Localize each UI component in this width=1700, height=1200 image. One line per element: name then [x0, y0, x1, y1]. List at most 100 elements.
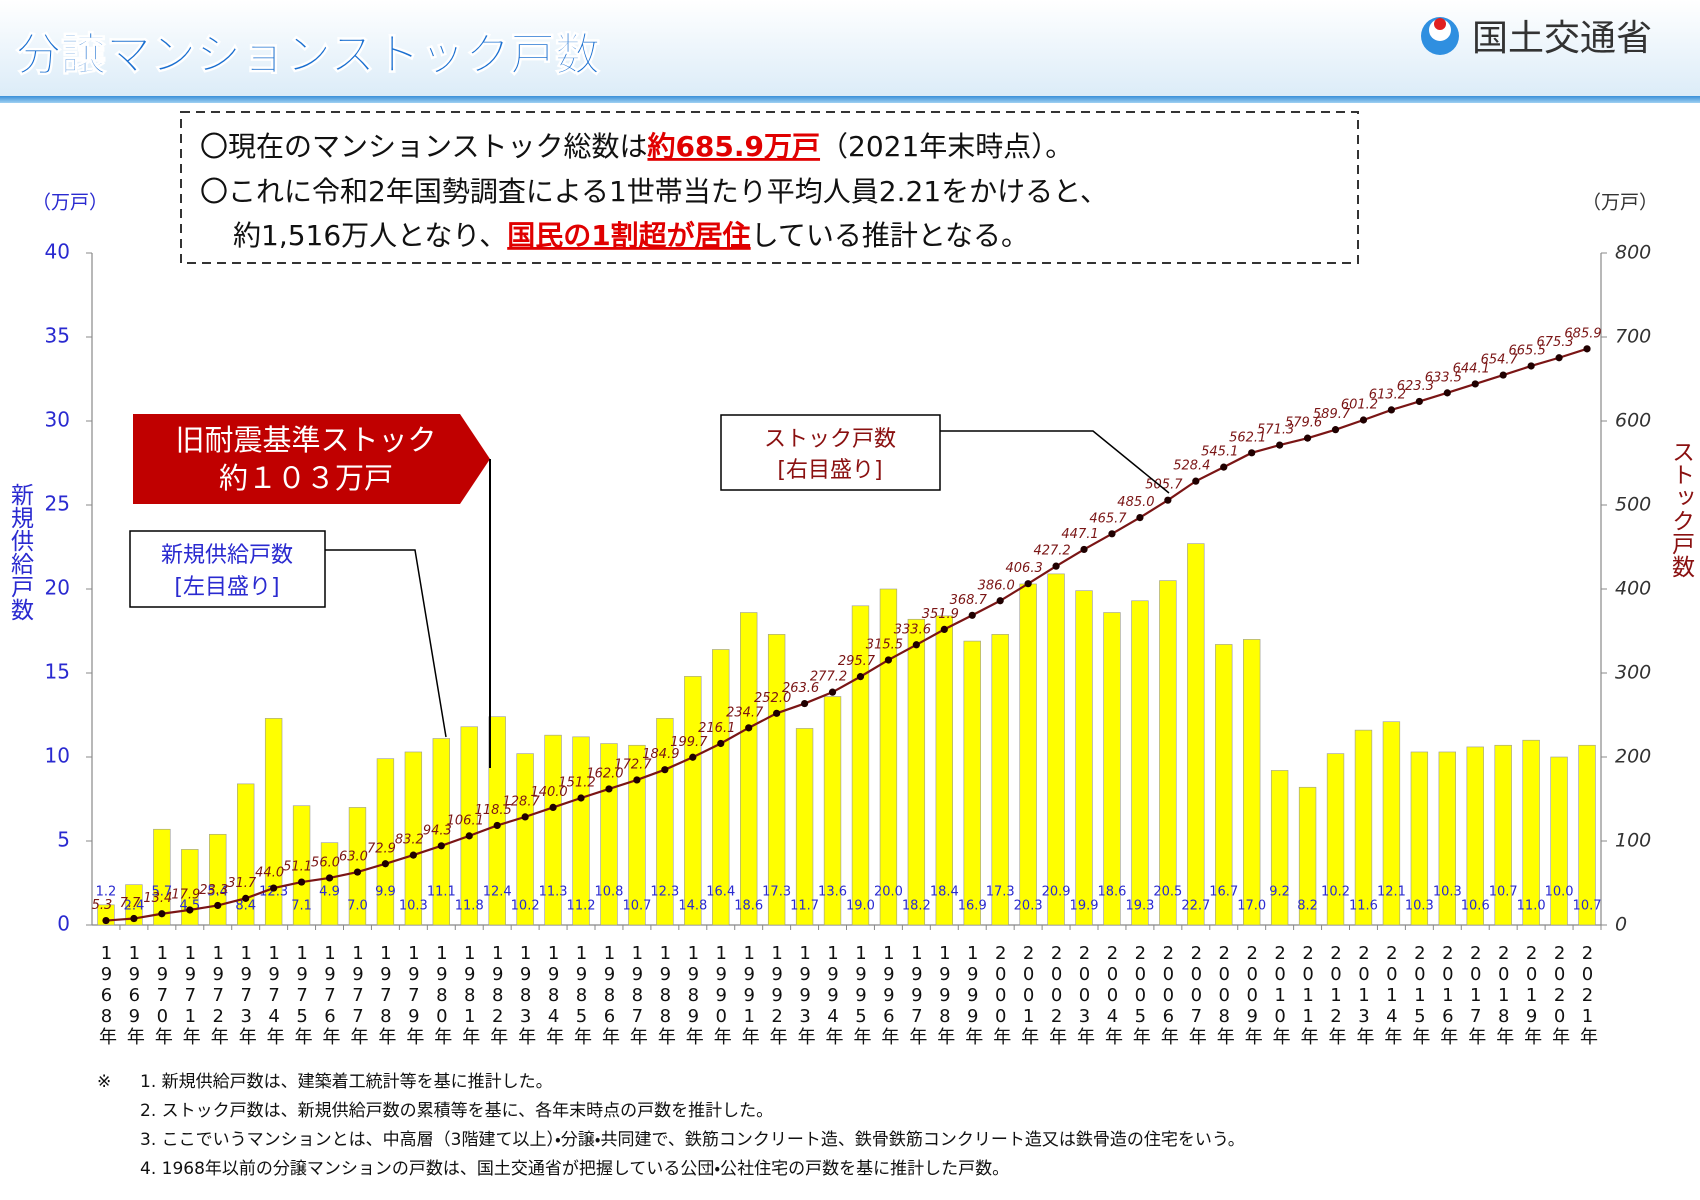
line-value-label: 601.2 — [1341, 397, 1378, 412]
line-value-label: 589.7 — [1313, 407, 1351, 422]
y2-tick-label: 700 — [1615, 326, 1651, 348]
x-tick-label: 1995年 — [850, 943, 871, 1045]
bar — [1522, 739, 1540, 926]
line-value-label: 571.3 — [1257, 423, 1294, 438]
bar-value-label: 11.7 — [790, 899, 819, 914]
note: 1. 新規供給戸数は、建築着工統計等を基に推計した。 — [140, 1072, 553, 1092]
line-value-label: 315.5 — [866, 637, 903, 652]
stock-point — [549, 803, 557, 812]
summary-text: 約1,516万人となり、 — [233, 219, 507, 252]
stock-point — [465, 832, 473, 840]
x-tick-label: 2004年 — [1102, 943, 1123, 1045]
bar-value-label: 10.0 — [1545, 885, 1574, 900]
bar — [1494, 744, 1512, 926]
x-tick-label: 2017年 — [1465, 943, 1486, 1045]
stock-point — [717, 739, 725, 748]
line-value-label: 56.0 — [311, 855, 340, 870]
bar — [991, 634, 1009, 926]
x-tick-label: 2003年 — [1074, 943, 1095, 1045]
x-tick-label: 2021年 — [1577, 943, 1598, 1045]
callout-text: [左目盛り] — [174, 575, 279, 600]
x-tick-label: 2020年 — [1549, 943, 1570, 1045]
stock-point — [661, 766, 669, 774]
stock-point — [1471, 380, 1479, 388]
line-value-label: 263.6 — [782, 681, 819, 696]
y-tick-label: 15 — [45, 660, 70, 684]
bar-value-label: 10.2 — [1321, 885, 1350, 900]
line-value-label: 623.3 — [1397, 379, 1434, 394]
bar — [1187, 543, 1205, 926]
stock-point — [689, 753, 697, 761]
stock-point — [1108, 530, 1116, 538]
line-value-label: 528.4 — [1173, 459, 1210, 474]
stock-point — [102, 916, 110, 925]
bar — [264, 718, 283, 926]
bar-value-label: 17.3 — [986, 885, 1015, 900]
stock-point — [1052, 562, 1060, 570]
x-tick-label: 1981年 — [459, 943, 480, 1045]
bar-callout: 新規供給戸数 [左目盛り] — [129, 530, 447, 738]
line-value-label: 83.2 — [395, 833, 424, 848]
summary-emphasis: 国民の1割超が居住 — [507, 219, 750, 252]
x-tick-label: 1997年 — [906, 943, 927, 1045]
bar-value-label: 9.2 — [1269, 885, 1290, 900]
stock-point — [1331, 426, 1340, 434]
logo-text: 国土交通省 — [1472, 18, 1652, 59]
plot: 0510152025303540010020030040050060070080… — [45, 240, 1652, 1046]
stock-point — [1248, 449, 1256, 457]
y-unit: （万戸） — [32, 192, 108, 214]
line-value-label: 633.5 — [1425, 370, 1462, 385]
line-value-label: 51.1 — [283, 860, 312, 875]
y-tick-label: 20 — [45, 576, 70, 600]
callout-text: 新規供給戸数 — [161, 543, 293, 568]
stock-point — [1555, 354, 1563, 362]
line-value-label: 234.7 — [726, 705, 764, 720]
bar-value-label: 8.2 — [1297, 899, 1318, 914]
x-tick-label: 2007年 — [1186, 943, 1207, 1045]
stock-point — [1443, 389, 1451, 397]
y-tick-label: 30 — [45, 408, 70, 432]
stock-point — [996, 597, 1004, 605]
stock-point — [381, 860, 390, 868]
x-tick-label: 1974年 — [264, 943, 285, 1045]
bar — [237, 783, 255, 926]
bar — [125, 884, 143, 926]
bar-value-label: 18.2 — [902, 899, 931, 914]
line-value-label: 386.0 — [978, 578, 1015, 593]
line-value-label: 72.9 — [367, 841, 396, 856]
x-tick-label: 1992年 — [767, 943, 788, 1045]
stock-point — [1276, 441, 1284, 449]
bar-value-label: 11.1 — [427, 885, 456, 900]
stock-point — [884, 656, 893, 664]
bar — [516, 753, 534, 926]
line-value-label: 675.3 — [1536, 335, 1573, 350]
y2-tick-label: 800 — [1615, 242, 1651, 264]
x-tick-label: 1998年 — [934, 943, 955, 1045]
bar-value-label: 20.9 — [1042, 885, 1071, 900]
y2-tick-label: 400 — [1615, 578, 1651, 600]
callout-leader — [325, 549, 447, 738]
line-value-label: 562.1 — [1229, 430, 1266, 445]
stock-point — [1080, 545, 1088, 554]
x-tick-label: 1999年 — [962, 943, 983, 1045]
stock-point — [1136, 514, 1144, 522]
line-value-label: 5.3 — [92, 898, 113, 913]
stock-point — [409, 851, 417, 859]
line-value-label: 465.7 — [1089, 511, 1127, 526]
y2-tick-label: 200 — [1615, 746, 1651, 768]
x-tick-label: 1988年 — [655, 943, 676, 1045]
line-value-label: 277.2 — [810, 670, 847, 685]
bar-value-label: 19.0 — [846, 899, 875, 914]
bar — [1298, 786, 1317, 926]
bar-value-label: 11.8 — [455, 899, 484, 914]
x-tick-label: 1971年 — [180, 943, 201, 1045]
bar — [1243, 639, 1261, 926]
logo: 国土交通省 — [1421, 17, 1652, 59]
line-value-label: 545.1 — [1201, 445, 1238, 460]
bar-value-label: 17.0 — [1237, 899, 1266, 914]
bar-value-label: 20.0 — [874, 885, 903, 900]
bar — [684, 676, 702, 926]
stock-line — [105, 347, 1588, 922]
line-value-label: 184.9 — [642, 747, 679, 762]
